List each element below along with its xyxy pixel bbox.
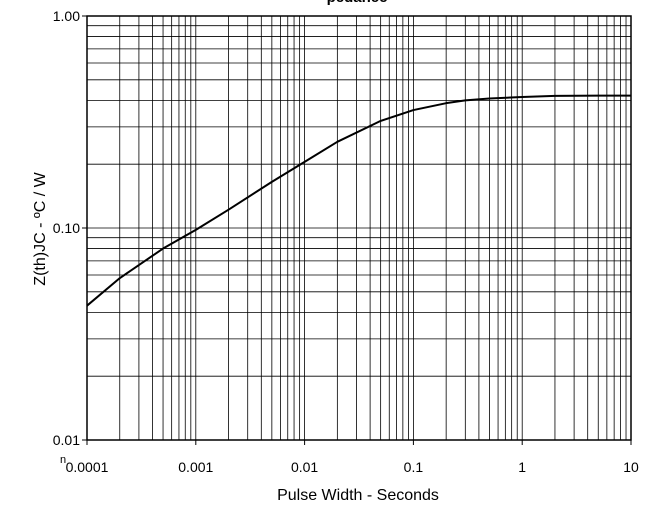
y-tick-label: 0.10 bbox=[53, 220, 80, 236]
x-axis-title: Pulse Width - Seconds bbox=[277, 487, 439, 504]
x-tick-label: 0.0001 bbox=[66, 459, 109, 475]
series-layer bbox=[86, 94, 632, 307]
grid bbox=[87, 16, 631, 440]
x-tick-label: 0.01 bbox=[291, 459, 318, 475]
x-tick-label: 0.1 bbox=[404, 459, 424, 475]
stray-text: n bbox=[60, 454, 66, 466]
x-tick-label: 1 bbox=[518, 459, 526, 475]
x-tick-labels: 0.0001 0.001 0.01 0.1 1 10 bbox=[66, 440, 639, 475]
x-tick-label: 0.001 bbox=[178, 459, 213, 475]
y-tick-labels: 0.01 0.10 1.00 bbox=[53, 8, 87, 448]
chart-title: pedance bbox=[327, 0, 388, 6]
y-tick-label: 0.01 bbox=[53, 432, 80, 448]
y-axis-title: Z(th)JC - ºC / W bbox=[32, 171, 49, 285]
y-tick-label: 1.00 bbox=[53, 8, 80, 24]
x-tick-label: 10 bbox=[623, 459, 639, 475]
